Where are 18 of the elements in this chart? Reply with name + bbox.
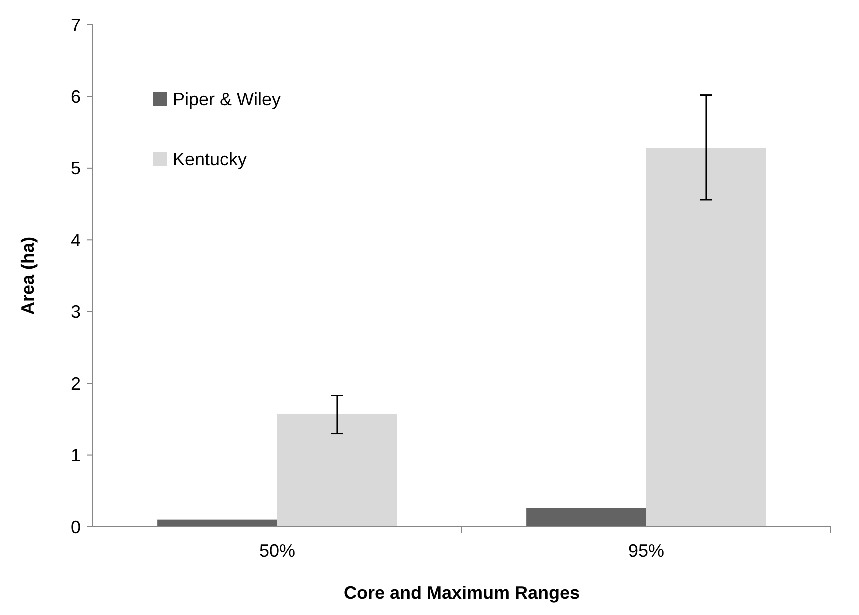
bar [278,414,398,527]
y-tick-label: 2 [70,374,81,394]
y-tick-label: 1 [70,446,81,466]
legend-label: Piper & Wiley [173,89,282,110]
y-axis-title: Area (ha) [18,236,38,316]
x-tick-label: 50% [259,541,296,561]
y-tick-label: 0 [70,517,81,538]
bar [526,508,646,527]
y-tick-label: 4 [70,230,81,250]
legend-label: Kentucky [173,149,248,170]
x-axis-title: Core and Maximum Ranges [344,583,580,603]
y-tick-label: 6 [70,87,81,108]
bar [158,520,278,527]
y-tick-label: 7 [70,15,81,36]
y-tick-label: 5 [70,158,81,179]
x-tick-label: 95% [628,541,665,561]
bar [646,148,766,527]
y-tick-label: 3 [70,302,81,322]
